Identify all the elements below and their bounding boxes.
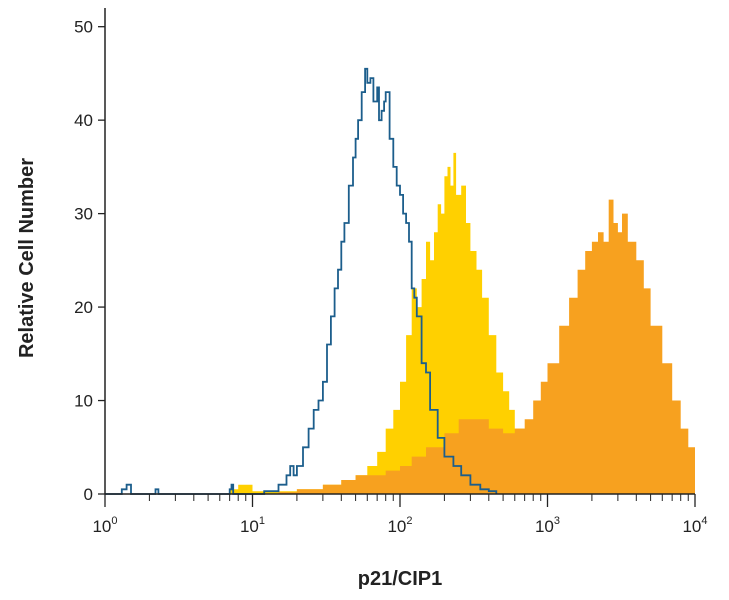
x-tick-label-4: 104 [682, 515, 707, 536]
x-axis-title: p21/CIP1 [358, 568, 442, 590]
y-tick-label-0: 0 [84, 485, 93, 504]
x-tick-label-2: 102 [387, 515, 412, 536]
y-tick-label-50: 50 [74, 18, 93, 37]
y-tick-label-20: 20 [74, 298, 93, 317]
x-tick-label-1: 101 [240, 515, 265, 536]
y-tick-label-30: 30 [74, 205, 93, 224]
series-layer [105, 67, 695, 495]
series-2-histogram [105, 199, 695, 494]
y-tick-label-40: 40 [74, 111, 93, 130]
y-axis-title: Relative Cell Number [16, 158, 38, 358]
y-tick-label-10: 10 [74, 392, 93, 411]
x-tick-label-0: 100 [92, 515, 117, 536]
series-3-histogram [105, 67, 498, 495]
x-tick-label-3: 103 [535, 515, 560, 536]
ticks: 0 10 20 30 40 50 100 101 102 103 104 [74, 18, 707, 536]
series-1-histogram [105, 152, 560, 494]
